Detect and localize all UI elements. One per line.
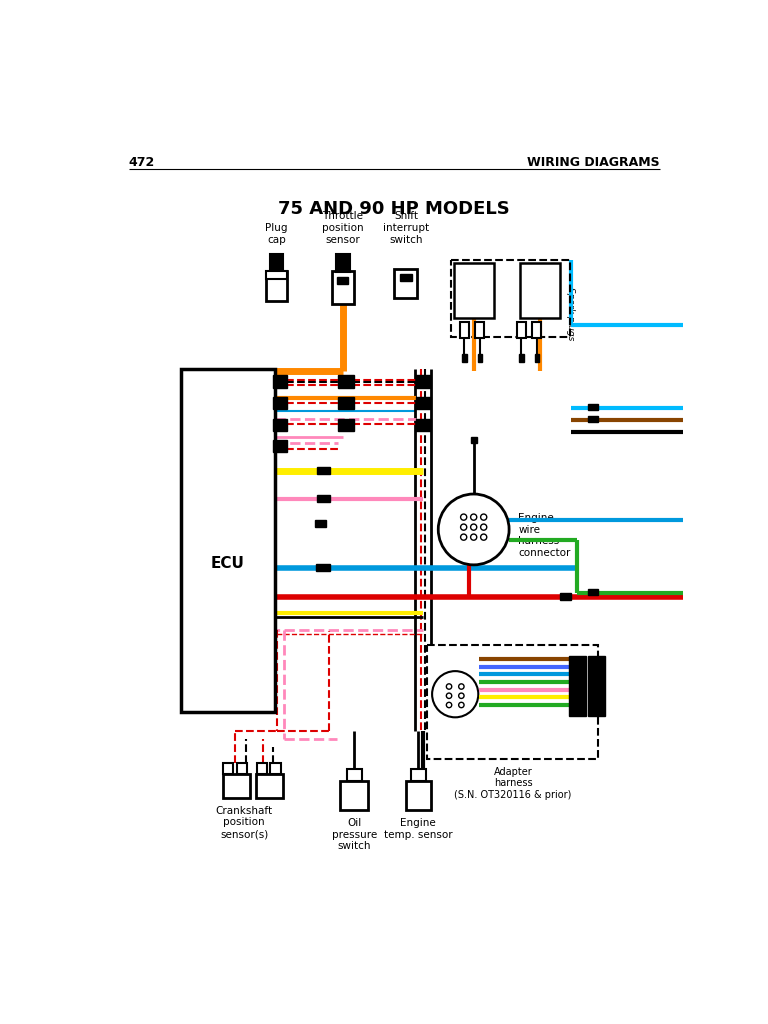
Bar (406, 781, 431, 810)
Circle shape (471, 514, 477, 520)
Bar (338, 397, 353, 410)
Bar (316, 495, 330, 502)
Bar (462, 354, 467, 361)
Bar (416, 397, 430, 410)
Bar (346, 769, 362, 781)
Circle shape (458, 702, 464, 708)
Bar (588, 589, 598, 595)
Bar (569, 655, 586, 716)
Bar (223, 773, 250, 798)
Bar (337, 276, 348, 284)
Text: Throttle
position
sensor: Throttle position sensor (322, 211, 363, 245)
Bar (223, 763, 233, 773)
Text: ECU: ECU (211, 556, 245, 571)
Text: 1: 1 (462, 356, 467, 366)
Bar (451, 260, 570, 337)
Bar (338, 376, 353, 388)
Circle shape (481, 524, 487, 530)
Bar (395, 269, 418, 298)
Text: Charging
coil: Charging coil (453, 281, 494, 300)
Text: 75 AND 90 HP MODELS: 75 AND 90 HP MODELS (278, 200, 509, 218)
Bar (181, 370, 275, 712)
Bar (416, 376, 430, 388)
Text: Plug
cap: Plug cap (265, 223, 288, 245)
Bar (332, 271, 353, 304)
Bar (256, 773, 283, 798)
Bar (560, 593, 571, 599)
Bar (517, 322, 526, 339)
Bar (478, 354, 482, 361)
Text: 5: 5 (535, 356, 539, 366)
Text: 2: 2 (519, 356, 524, 366)
Text: WIRING DIAGRAMS: WIRING DIAGRAMS (528, 157, 660, 169)
Bar (416, 419, 430, 431)
Circle shape (446, 684, 452, 689)
Text: Adapter
harness
(S.N. OT320116 & prior): Adapter harness (S.N. OT320116 & prior) (454, 767, 571, 800)
Bar (471, 437, 477, 443)
Circle shape (471, 524, 477, 530)
Bar (535, 354, 539, 361)
Bar (257, 763, 267, 773)
Bar (588, 403, 598, 410)
Bar (340, 781, 368, 810)
Bar (532, 322, 541, 339)
Text: Oil
pressure
switch: Oil pressure switch (332, 818, 377, 851)
Bar (338, 419, 353, 431)
Circle shape (461, 524, 467, 530)
Bar (520, 263, 560, 318)
Text: 4: 4 (477, 356, 482, 366)
Text: Engine
wire
harness
connector: Engine wire harness connector (518, 513, 571, 558)
Bar (428, 645, 598, 759)
Bar (273, 376, 287, 388)
Circle shape (481, 514, 487, 520)
Bar (588, 416, 598, 423)
Bar (315, 520, 326, 527)
Bar (519, 354, 524, 361)
Bar (270, 254, 283, 272)
Bar (336, 254, 349, 272)
Circle shape (461, 535, 467, 541)
Text: Charging
coil: Charging coil (519, 281, 561, 300)
Circle shape (458, 693, 464, 698)
Bar (475, 322, 485, 339)
Circle shape (481, 535, 487, 541)
Circle shape (446, 702, 452, 708)
Bar (460, 322, 469, 339)
Circle shape (446, 693, 452, 698)
Bar (273, 440, 287, 453)
Circle shape (432, 671, 478, 718)
Bar (316, 467, 330, 474)
Bar (266, 271, 287, 280)
Bar (316, 564, 329, 571)
Circle shape (461, 514, 467, 520)
Text: Engine
temp. sensor: Engine temp. sensor (384, 818, 452, 840)
Bar (273, 397, 287, 410)
Bar (266, 271, 287, 301)
Bar (270, 763, 281, 773)
Text: Crankshaft
position
sensor(s): Crankshaft position sensor(s) (216, 806, 273, 839)
Text: Shift
interrupt
switch: Shift interrupt switch (383, 211, 429, 245)
Bar (273, 419, 287, 431)
Text: Spark plugs: Spark plugs (566, 287, 575, 341)
Bar (588, 655, 604, 716)
Bar (411, 769, 426, 781)
Text: 472: 472 (129, 157, 155, 169)
Bar (454, 263, 494, 318)
Circle shape (439, 494, 509, 565)
Circle shape (458, 684, 464, 689)
Bar (400, 273, 412, 282)
Bar (237, 763, 247, 773)
Circle shape (471, 535, 477, 541)
